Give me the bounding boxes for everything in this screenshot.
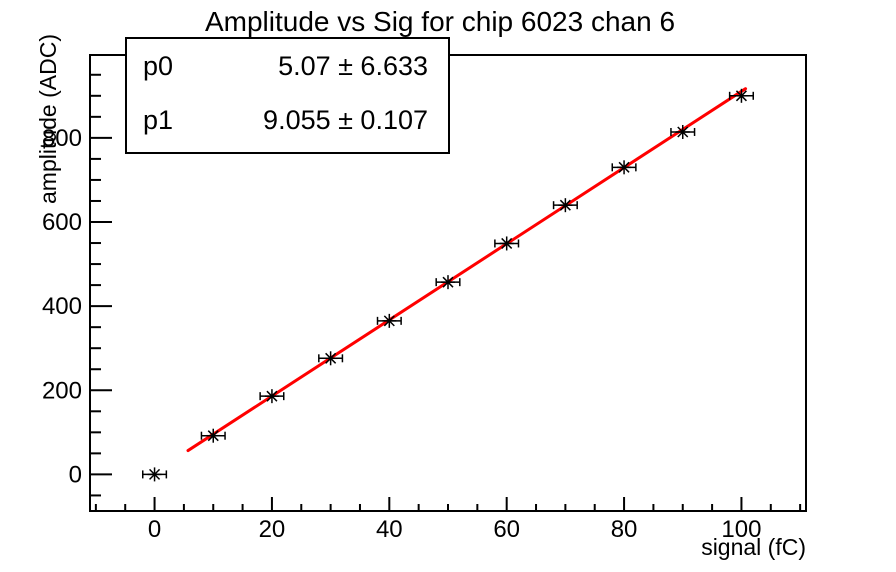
x-tick-label: 0 <box>148 516 161 543</box>
y-axis-title: amplitude (ADC) <box>35 34 61 204</box>
stats-row-p1: p1 9.055 ± 0.107 <box>127 98 448 145</box>
fit-line <box>186 87 748 453</box>
y-tick-label: 600 <box>42 209 82 236</box>
data-point <box>142 467 168 482</box>
data-point <box>376 313 402 328</box>
data-point <box>728 88 754 103</box>
y-tick-label: 200 <box>42 377 82 404</box>
data-point <box>318 351 344 366</box>
data-point <box>552 198 578 213</box>
data-point <box>670 124 696 139</box>
data-point <box>611 160 637 175</box>
stats-box: p0 5.07 ± 6.633 p1 9.055 ± 0.107 <box>125 37 450 154</box>
x-axis-title: signal (fC) <box>701 534 806 560</box>
data-point <box>259 389 285 404</box>
stats-param-label: p0 <box>143 50 174 81</box>
data-point <box>200 428 226 443</box>
stats-row-p0: p0 5.07 ± 6.633 <box>127 43 448 90</box>
stats-param-label: p1 <box>143 105 174 136</box>
x-tick-label: 40 <box>376 516 403 543</box>
data-point <box>435 275 461 290</box>
plot-title: Amplitude vs Sig for chip 6023 chan 6 <box>204 6 676 37</box>
data-point <box>494 236 520 251</box>
x-tick-label: 20 <box>259 516 286 543</box>
stats-param-value: 9.055 ± 0.107 <box>263 105 428 136</box>
y-tick-label: 800 <box>42 125 82 152</box>
x-tick-label: 100 <box>721 516 761 543</box>
y-tick-label: 0 <box>69 461 82 488</box>
x-tick-label: 60 <box>493 516 520 543</box>
y-tick-label: 400 <box>42 293 82 320</box>
x-tick-label: 80 <box>611 516 638 543</box>
stats-param-value: 5.07 ± 6.633 <box>278 50 428 81</box>
